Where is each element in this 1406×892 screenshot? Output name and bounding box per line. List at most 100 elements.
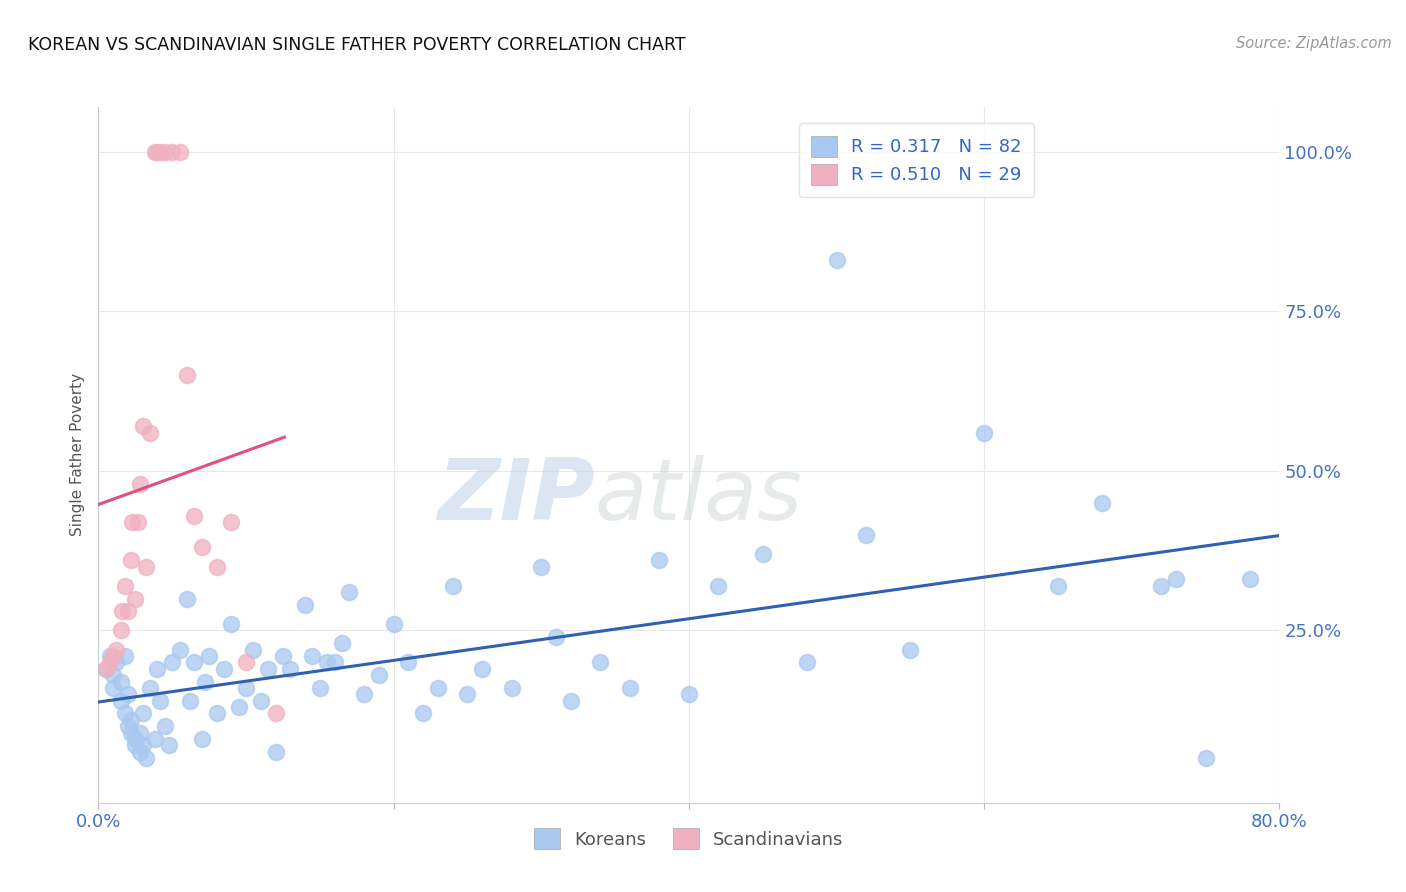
Point <box>1195 751 1218 765</box>
Point <box>457 687 479 701</box>
Point <box>250 694 273 708</box>
Point <box>111 604 134 618</box>
Text: Source: ZipAtlas.com: Source: ZipAtlas.com <box>1236 36 1392 51</box>
Point <box>132 419 155 434</box>
Point <box>235 681 257 695</box>
Point <box>398 656 420 670</box>
Point <box>105 642 128 657</box>
Point <box>94 662 117 676</box>
Point <box>153 719 176 733</box>
Point <box>221 617 243 632</box>
Point <box>146 662 169 676</box>
Point <box>194 674 217 689</box>
Point <box>530 559 553 574</box>
Point <box>110 674 132 689</box>
Text: KOREAN VS SCANDINAVIAN SINGLE FATHER POVERTY CORRELATION CHART: KOREAN VS SCANDINAVIAN SINGLE FATHER POV… <box>28 36 686 54</box>
Point <box>135 751 157 765</box>
Point <box>678 687 700 701</box>
Point <box>205 559 228 574</box>
Point <box>191 541 214 555</box>
Point <box>139 681 162 695</box>
Point <box>471 662 494 676</box>
Point <box>323 656 346 670</box>
Point <box>103 681 125 695</box>
Point <box>707 579 730 593</box>
Point <box>382 617 405 632</box>
Point <box>316 656 339 670</box>
Point <box>103 648 125 663</box>
Point <box>162 656 183 670</box>
Point <box>212 662 235 676</box>
Point <box>114 579 136 593</box>
Point <box>157 739 180 753</box>
Point <box>242 642 264 657</box>
Point <box>752 547 775 561</box>
Point <box>128 476 150 491</box>
Point <box>205 706 228 721</box>
Point <box>117 687 139 701</box>
Point <box>309 681 332 695</box>
Point <box>257 662 280 676</box>
Point <box>110 624 132 638</box>
Point <box>143 145 166 159</box>
Point <box>127 515 149 529</box>
Point <box>169 642 191 657</box>
Point <box>546 630 568 644</box>
Point <box>271 648 294 663</box>
Point <box>589 656 612 670</box>
Point <box>973 425 995 440</box>
Point <box>149 694 172 708</box>
Point <box>103 668 125 682</box>
Point <box>198 648 221 663</box>
Point <box>121 515 143 529</box>
Point <box>294 598 316 612</box>
Point <box>135 559 157 574</box>
Point <box>900 642 922 657</box>
Point <box>1166 573 1188 587</box>
Point <box>339 585 361 599</box>
Point <box>1091 496 1114 510</box>
Legend: Koreans, Scandinavians: Koreans, Scandinavians <box>527 822 851 856</box>
Point <box>560 694 582 708</box>
Point <box>855 527 877 541</box>
Point <box>114 648 136 663</box>
Point <box>264 745 287 759</box>
Point <box>330 636 353 650</box>
Point <box>146 145 169 159</box>
Point <box>139 425 162 440</box>
Point <box>501 681 523 695</box>
Point <box>353 687 375 701</box>
Text: atlas: atlas <box>595 455 803 538</box>
Point <box>98 648 121 663</box>
Point <box>264 706 287 721</box>
Point <box>117 719 139 733</box>
Point <box>176 591 198 606</box>
Point <box>153 145 176 159</box>
Point <box>441 579 464 593</box>
Point <box>280 662 302 676</box>
Point <box>169 145 191 159</box>
Point <box>221 515 243 529</box>
Point <box>105 656 128 670</box>
Point <box>124 731 146 746</box>
Point <box>648 553 671 567</box>
Point <box>117 604 139 618</box>
Point <box>412 706 434 721</box>
Point <box>124 739 146 753</box>
Point <box>114 706 136 721</box>
Point <box>228 700 250 714</box>
Text: ZIP: ZIP <box>437 455 595 538</box>
Point <box>120 553 142 567</box>
Point <box>427 681 450 695</box>
Point <box>128 745 150 759</box>
Point <box>120 725 142 739</box>
Point <box>98 656 121 670</box>
Point <box>110 694 132 708</box>
Point <box>1046 579 1070 593</box>
Point <box>94 662 117 676</box>
Point <box>143 731 166 746</box>
Point <box>176 368 198 383</box>
Point <box>128 725 150 739</box>
Point <box>1150 579 1173 593</box>
Point <box>183 656 205 670</box>
